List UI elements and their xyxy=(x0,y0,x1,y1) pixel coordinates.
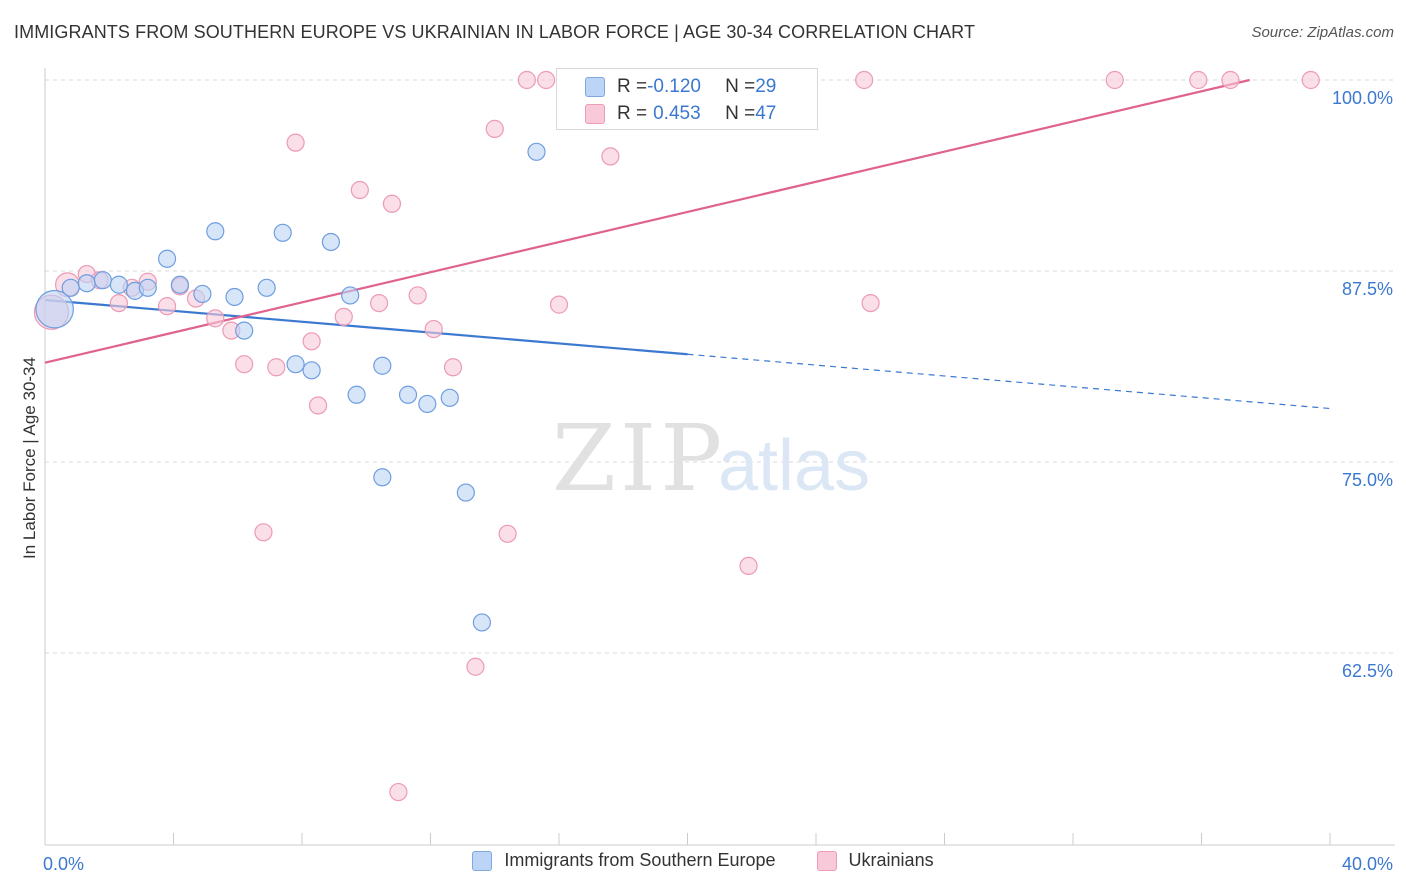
point-ukrainians xyxy=(855,70,874,90)
point-southern-europe xyxy=(138,278,157,297)
point-southern-europe xyxy=(321,232,341,252)
point-ukrainians xyxy=(601,147,620,166)
trendlines xyxy=(44,78,1331,410)
pink-swatch xyxy=(585,104,605,124)
point-southern-europe xyxy=(347,385,366,404)
point-southern-europe xyxy=(235,321,254,340)
point-southern-europe xyxy=(440,388,459,407)
point-southern-europe xyxy=(257,278,276,297)
legend: Immigrants from Southern Europe Ukrainia… xyxy=(0,850,1406,876)
series-southern-europe xyxy=(35,70,681,632)
point-ukrainians xyxy=(267,358,286,377)
y-tick-label: 100.0% xyxy=(1332,88,1393,108)
y-axis-label: In Labor Force | Age 30-34 xyxy=(20,357,39,559)
blue-swatch xyxy=(472,850,493,871)
point-southern-europe xyxy=(93,271,112,290)
point-southern-europe xyxy=(373,468,392,487)
tick-labels: 100.0% 87.5% 75.0% 62.5% 0.0% 40.0% xyxy=(43,88,1393,874)
r-label: R = xyxy=(617,76,648,97)
watermark-atlas: atlas xyxy=(718,426,870,506)
source-attribution: Source: ZipAtlas.com xyxy=(1251,24,1394,41)
point-ukrainians xyxy=(1301,70,1320,90)
point-ukrainians xyxy=(334,307,353,326)
point-southern-europe xyxy=(206,222,225,241)
point-ukrainians xyxy=(286,133,305,152)
n-value: 47 xyxy=(755,103,777,124)
legend-item-southern-europe[interactable]: Immigrants from Southern Europe xyxy=(472,850,776,871)
chart-title: IMMIGRANTS FROM SOUTHERN EUROPE VS UKRAI… xyxy=(14,22,976,42)
point-ukrainians xyxy=(1189,70,1208,90)
stats-box: R = -0.120 N = 29 R = 0.453 N = 47 xyxy=(556,68,818,130)
y-tick-label: 62.5% xyxy=(1342,661,1393,681)
point-southern-europe xyxy=(225,287,244,307)
n-label: N = xyxy=(725,76,756,97)
point-ukrainians xyxy=(308,396,328,415)
point-ukrainians xyxy=(443,358,463,377)
point-southern-europe xyxy=(157,249,177,268)
point-ukrainians xyxy=(302,332,321,351)
point-southern-europe xyxy=(273,223,292,242)
point-southern-europe xyxy=(61,278,80,297)
trendline-southern-europe-extension xyxy=(687,353,1331,410)
r-value: 0.453 xyxy=(653,103,701,124)
legend-label: Immigrants from Southern Europe xyxy=(504,850,776,870)
point-ukrainians xyxy=(254,523,273,542)
point-southern-europe xyxy=(418,394,437,414)
stats-row-blue: R = -0.120 N = 29 xyxy=(557,73,776,101)
y-tick-label: 87.5% xyxy=(1342,279,1393,299)
point-ukrainians xyxy=(1221,70,1240,90)
x-tick-label: 40.0% xyxy=(1342,854,1393,874)
point-ukrainians xyxy=(370,293,389,313)
point-ukrainians xyxy=(235,355,254,374)
point-southern-europe xyxy=(109,275,128,294)
point-ukrainians xyxy=(157,297,177,316)
point-ukrainians xyxy=(389,782,408,802)
point-southern-europe xyxy=(373,356,392,375)
point-southern-europe xyxy=(193,284,212,304)
point-ukrainians xyxy=(350,180,369,200)
point-ukrainians xyxy=(382,194,402,213)
trendline-southern-europe xyxy=(44,298,688,356)
point-ukrainians xyxy=(485,119,504,138)
r-label: R = xyxy=(617,103,648,124)
point-southern-europe xyxy=(398,385,418,404)
point-ukrainians xyxy=(517,70,536,90)
point-southern-europe xyxy=(472,613,491,632)
point-ukrainians xyxy=(861,293,880,313)
stats-row-pink: R = 0.453 N = 47 xyxy=(557,100,776,128)
point-ukrainians xyxy=(466,657,485,676)
y-tick-label: 75.0% xyxy=(1342,470,1393,490)
point-ukrainians xyxy=(739,556,758,576)
point-ukrainians xyxy=(549,295,569,314)
point-southern-europe xyxy=(35,289,74,329)
point-southern-europe xyxy=(341,286,360,305)
point-ukrainians xyxy=(1105,70,1124,90)
point-southern-europe xyxy=(77,274,96,293)
n-value: 29 xyxy=(755,76,777,97)
point-ukrainians xyxy=(109,293,128,313)
point-ukrainians xyxy=(408,286,427,305)
point-southern-europe xyxy=(302,361,321,380)
point-southern-europe xyxy=(527,142,546,161)
point-southern-europe xyxy=(286,355,305,374)
point-ukrainians xyxy=(206,309,225,328)
pink-swatch xyxy=(816,850,837,871)
point-ukrainians xyxy=(424,319,443,339)
point-ukrainians xyxy=(498,524,517,543)
blue-swatch xyxy=(585,77,605,97)
r-value: -0.120 xyxy=(647,76,701,97)
point-ukrainians xyxy=(537,70,556,90)
point-southern-europe xyxy=(170,275,190,294)
legend-label: Ukrainians xyxy=(848,850,934,870)
watermark-zip: ZIP xyxy=(552,405,726,512)
trendline-ukrainians xyxy=(44,78,1250,364)
legend-item-ukrainians[interactable]: Ukrainians xyxy=(816,850,934,871)
point-southern-europe xyxy=(456,483,475,502)
x-tick-label: 0.0% xyxy=(43,854,84,874)
axes xyxy=(44,68,1395,846)
n-label: N = xyxy=(725,103,756,124)
